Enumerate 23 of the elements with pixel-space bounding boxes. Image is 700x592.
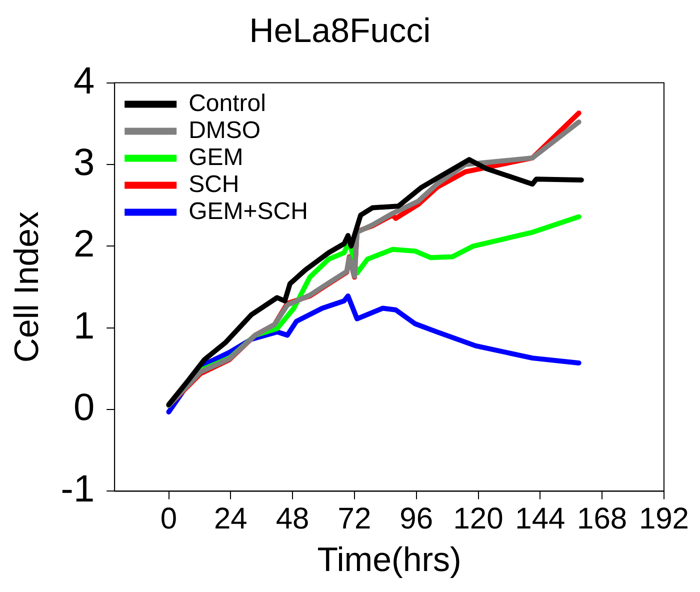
y-tick-label: 2 [73, 224, 95, 266]
chart-title: HeLa8Fucci [249, 12, 431, 50]
x-tick-label: 24 [214, 502, 248, 536]
legend-label: DMSO [188, 116, 261, 144]
x-tick-label: 72 [338, 502, 372, 536]
legend-label: Control [188, 90, 266, 117]
y-tick-label: -1 [60, 468, 95, 511]
legend-label: SCH [188, 170, 240, 198]
y-axis-title: Cell Index [8, 211, 46, 363]
y-tick-label: 1 [73, 305, 95, 348]
legend-label: GEM+SCH [188, 198, 308, 225]
x-tick-label: 120 [453, 502, 504, 536]
x-tick-label: 96 [400, 502, 434, 536]
legend-label: GEM [188, 144, 244, 171]
x-tick-label: 168 [577, 502, 628, 536]
x-axis-title: Time(hrs) [317, 540, 462, 579]
y-tick-label: 4 [73, 60, 95, 102]
y-tick-label: 0 [73, 387, 95, 430]
y-tick-label: 3 [73, 142, 95, 184]
x-tick-label: 48 [276, 502, 310, 536]
x-tick-label: 0 [160, 502, 178, 536]
x-tick-label: 192 [638, 502, 690, 536]
x-tick-label: 144 [515, 502, 566, 536]
